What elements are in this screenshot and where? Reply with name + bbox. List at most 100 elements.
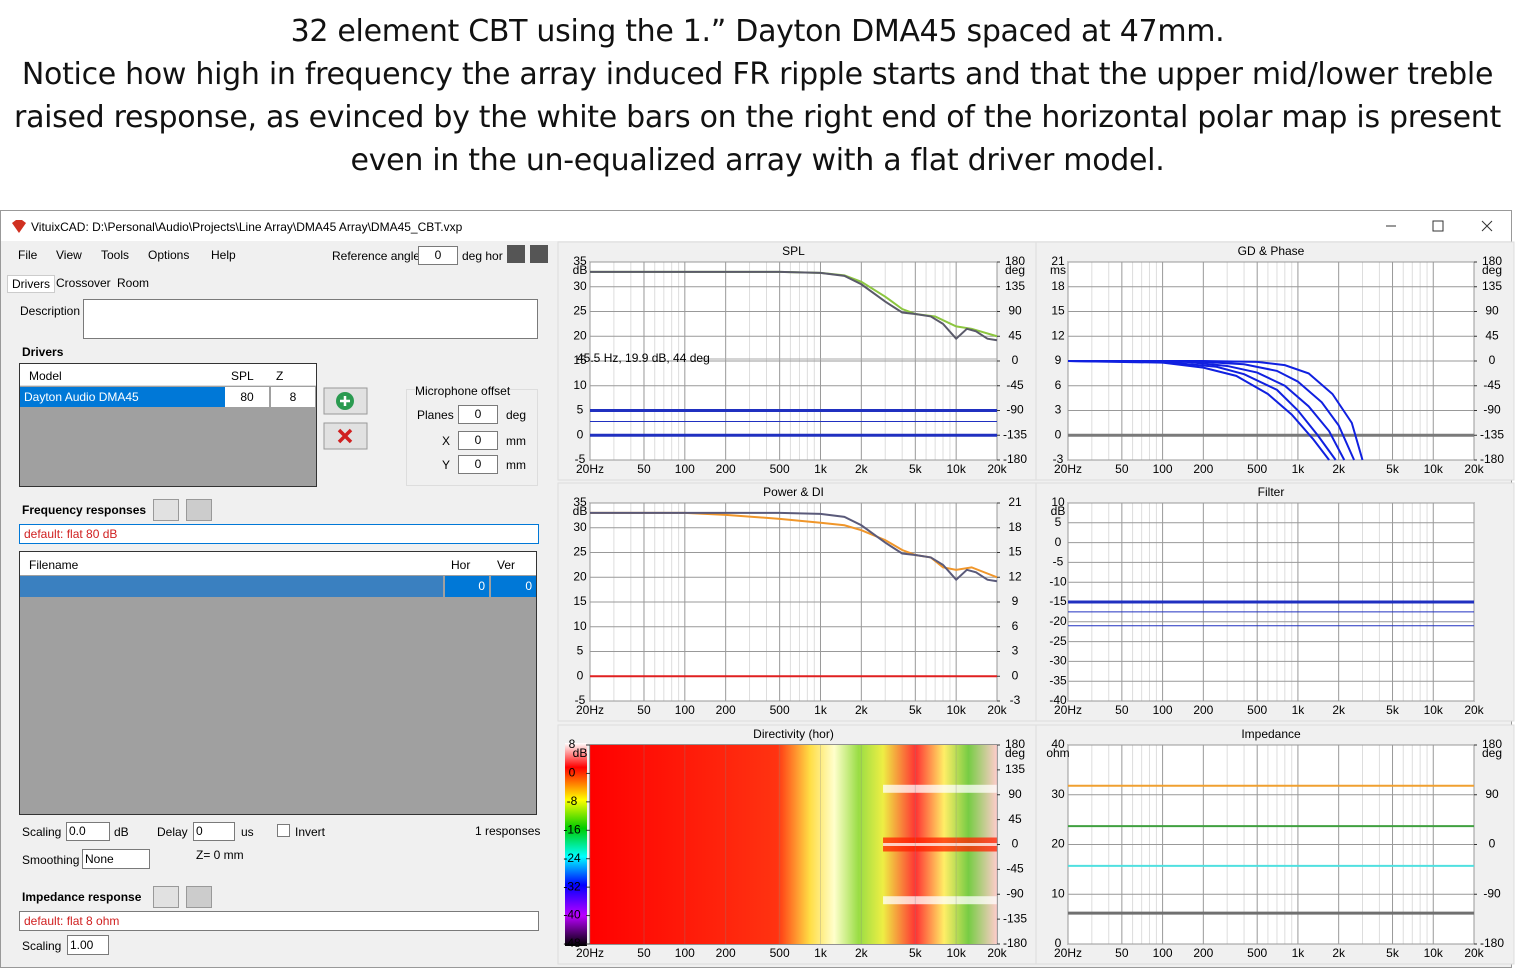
x-tick-label: 50	[637, 946, 651, 960]
y2-tick-label: -180	[1003, 452, 1027, 466]
dropdown[interactable]: None	[82, 849, 150, 869]
y2-tick-label: -90	[1006, 403, 1024, 417]
tab[interactable]: Crossover	[56, 276, 111, 290]
input[interactable]: 0.0	[66, 822, 110, 841]
cell[interactable]: 0	[491, 576, 536, 597]
y-tick-label: 30	[1051, 787, 1065, 801]
y-tick-label: 20	[573, 569, 587, 583]
cell[interactable]: 80	[225, 387, 269, 407]
cell[interactable]	[20, 576, 443, 597]
button[interactable]	[530, 245, 548, 263]
input[interactable]: 0	[458, 431, 498, 450]
y-unit: dB	[1051, 504, 1066, 518]
colorbar	[565, 743, 587, 946]
label: dB	[114, 825, 129, 839]
input[interactable]: default: flat 80 dB	[19, 524, 539, 544]
y-tick-label: 15	[573, 353, 587, 367]
y2-tick-label: 6	[1012, 619, 1019, 633]
panel-title: Impedance	[1241, 727, 1301, 741]
x-tick-label: 100	[1153, 703, 1173, 717]
section-title: Drivers	[22, 345, 64, 359]
x-tick-label: 20k	[987, 462, 1007, 476]
label: Smoothing	[22, 853, 80, 867]
input[interactable]: default: flat 8 ohm	[19, 911, 539, 931]
y-tick-label: -5	[575, 693, 586, 707]
label: Delay	[157, 825, 188, 839]
y-tick-label: 5	[577, 403, 584, 417]
x-tick-label: 500	[770, 703, 790, 717]
y2-tick-label: 135	[1482, 279, 1502, 293]
input[interactable]: 1.00	[67, 935, 109, 955]
x-tick-label: 1k	[814, 703, 828, 717]
y2-tick-label: -180	[1003, 936, 1027, 950]
y2-tick-label: 0	[1012, 837, 1019, 851]
x-tick-label: 2k	[1332, 946, 1346, 960]
x-tick-label: 1k	[1292, 462, 1306, 476]
label: 1 responses	[475, 824, 541, 838]
y-tick-label: 3	[1055, 403, 1062, 417]
y2-tick-label: 18	[1008, 520, 1022, 534]
x-tick-label: 20k	[1464, 462, 1484, 476]
y-tick-label: 25	[573, 304, 587, 318]
panel-title: Power & DI	[763, 485, 824, 499]
heading-line: 32 element CBT using the 1.” Dayton DMA4…	[290, 14, 1225, 49]
button[interactable]	[507, 245, 525, 263]
label: deg	[506, 408, 527, 422]
y2-tick-label: -135	[1003, 911, 1027, 925]
input[interactable]: 0	[458, 455, 498, 474]
cell[interactable]: 8	[271, 387, 315, 407]
panel-title: GD & Phase	[1238, 244, 1305, 258]
y-tick-label: 0	[1055, 427, 1062, 441]
y-tick-label: -15	[1049, 594, 1067, 608]
menu-item[interactable]: Options	[148, 248, 190, 262]
input[interactable]: 0	[458, 405, 498, 424]
tab[interactable]: Room	[117, 276, 150, 290]
heading-line: Notice how high in frequency the array i…	[21, 57, 1494, 92]
y-tick-label: 35	[573, 495, 587, 509]
files-table: Filename Hor Ver 0 0	[19, 551, 537, 815]
checkbox[interactable]	[277, 824, 290, 837]
y-tick-label: 12	[1051, 328, 1065, 342]
input[interactable]: 0	[193, 822, 235, 841]
x-tick-label: 10k	[946, 946, 966, 960]
input[interactable]	[83, 299, 538, 339]
button[interactable]	[153, 886, 179, 908]
x-tick-label: 500	[770, 462, 790, 476]
window-title: VituixCAD: D:\Personal\Audio\Projects\Li…	[31, 220, 463, 234]
cell[interactable]: 0	[445, 576, 489, 597]
x-tick-label: 50	[637, 703, 651, 717]
y2-tick-label: 90	[1008, 787, 1022, 801]
button[interactable]	[153, 499, 179, 521]
y-tick-label: -5	[575, 452, 586, 466]
button[interactable]	[186, 886, 212, 908]
x-tick-label: 50	[1115, 946, 1129, 960]
x-tick-label: 200	[716, 703, 736, 717]
y2-tick-label: 45	[1008, 328, 1022, 342]
y-tick-label: 0	[577, 668, 584, 682]
cell[interactable]: Dayton Audio DMA45	[20, 387, 225, 407]
panel-title: Filter	[1258, 485, 1285, 499]
panel-title: Directivity (hor)	[753, 727, 834, 741]
y2-tick-label: -45	[1483, 378, 1501, 392]
tab[interactable]: Drivers	[7, 275, 55, 293]
label: Z= 0 mm	[196, 848, 244, 862]
menu-item[interactable]: Help	[211, 248, 236, 262]
y2-tick-label: 15	[1008, 545, 1022, 559]
y2-tick-label: -90	[1483, 403, 1501, 417]
label: us	[241, 825, 254, 839]
y-tick-label: 8	[569, 737, 576, 751]
column-header: Ver	[497, 558, 516, 572]
x-tick-label: 1k	[814, 946, 828, 960]
menu-item[interactable]: View	[56, 248, 82, 262]
window-controls[interactable]	[1376, 211, 1506, 241]
menu-item[interactable]: File	[18, 248, 38, 262]
x-tick-label: 500	[1247, 462, 1267, 476]
input[interactable]: 0	[418, 246, 458, 265]
button[interactable]	[186, 499, 212, 521]
x-tick-label: 2k	[855, 462, 869, 476]
menu-item[interactable]: Tools	[101, 248, 130, 262]
driver-buttons[interactable]	[323, 387, 369, 453]
series-line	[1067, 360, 1337, 461]
y2-tick-label: 9	[1012, 594, 1019, 608]
y2-tick-label: 45	[1008, 812, 1022, 826]
